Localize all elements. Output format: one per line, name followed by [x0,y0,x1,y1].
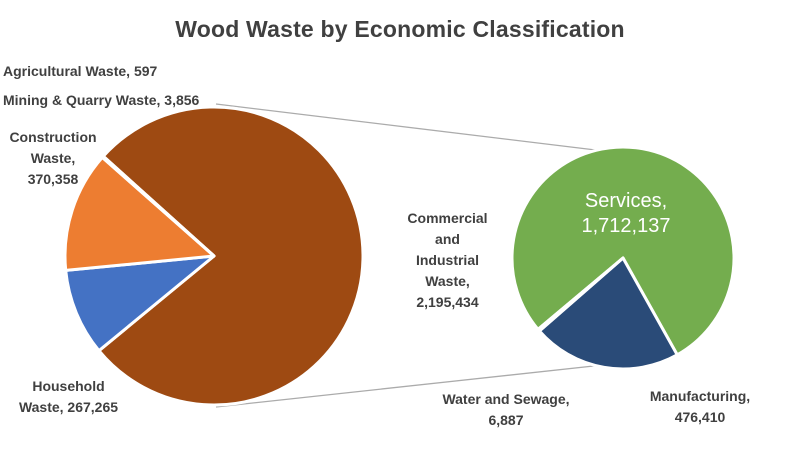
pie-slice-manufacturing [537,256,679,371]
label-water-and-sewage: Water and Sewage, 6,887 [442,391,570,428]
connector-line-top [215,103,613,153]
connector-line-bottom [215,363,613,408]
pie-slice-commercial-and-industrial-waste [97,105,365,407]
label-agricultural-waste: Agricultural Waste, 597 [3,63,158,79]
chart-title: Wood Waste by Economic Classification [175,16,625,42]
pie-slice-water-and-sewage [536,256,625,333]
label-commercial-industrial-waste: Commercial and Industrial Waste, 2,195,4… [407,210,488,310]
pie-slice-construction-waste [63,155,216,272]
label-construction-waste: Construction Waste, 370,358 [9,129,97,187]
label-mining-quarry-waste: Mining & Quarry Waste, 3,856 [3,92,200,108]
pie-slice-household-waste [64,254,216,353]
secondary-pie [510,145,736,371]
main-pie [63,105,365,407]
pie-slice-agricultural-waste [101,154,216,258]
label-household-waste: Household Waste, 267,265 [18,378,119,415]
label-services: Services, 1,712,137 [581,190,671,237]
label-manufacturing: Manufacturing, 476,410 [649,388,751,425]
